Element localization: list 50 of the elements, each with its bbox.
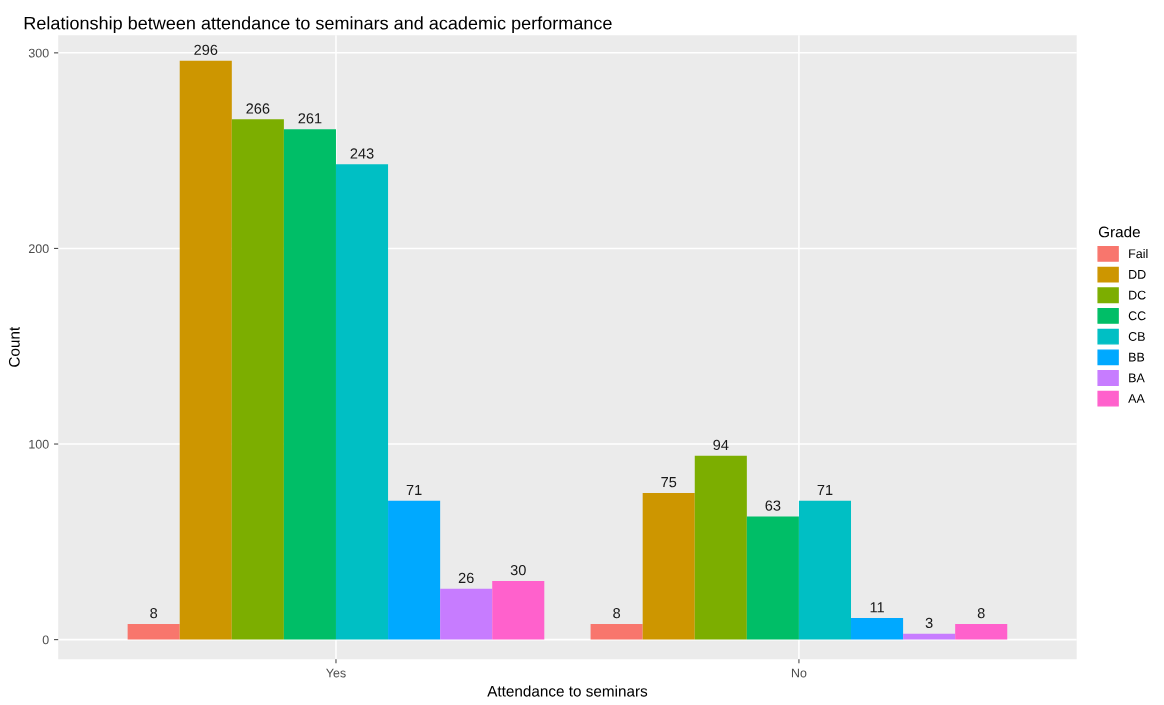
legend-label: AA xyxy=(1128,394,1145,403)
bar xyxy=(851,618,904,640)
bar xyxy=(903,633,956,640)
data-label: 71 xyxy=(406,484,422,495)
x-axis-title: Attendance to seminars xyxy=(487,685,648,697)
bar xyxy=(231,119,284,640)
bar xyxy=(746,516,799,640)
data-label: 63 xyxy=(765,500,781,511)
legend-label: BB xyxy=(1129,352,1145,362)
data-label: 30 xyxy=(510,564,526,576)
data-label: 296 xyxy=(194,44,218,56)
bar xyxy=(388,500,441,640)
bar xyxy=(179,60,232,640)
bar xyxy=(642,492,695,640)
y-tick-label: 200 xyxy=(28,244,49,254)
data-label: 94 xyxy=(713,439,729,451)
data-label: 8 xyxy=(613,607,621,619)
data-label: 26 xyxy=(458,572,474,584)
bar xyxy=(283,129,336,640)
chart-title: Relationship between attendance to seminars and academic performance xyxy=(24,16,612,34)
bar xyxy=(127,623,180,640)
data-label: 71 xyxy=(817,484,833,495)
y-tick-label: 0 xyxy=(42,635,49,645)
legend-title: Grade xyxy=(1098,226,1140,238)
bar xyxy=(798,500,852,640)
x-tick-label: Yes xyxy=(326,668,346,678)
y-tick-label: 100 xyxy=(29,439,49,449)
bar xyxy=(590,623,643,640)
legend-label: CC xyxy=(1128,311,1146,321)
data-label: 75 xyxy=(661,477,677,488)
bar xyxy=(694,455,747,640)
data-label: 261 xyxy=(298,113,322,124)
legend-label: BA xyxy=(1129,373,1145,383)
y-axis-title: Count xyxy=(8,326,20,367)
y-tick-label: 300 xyxy=(28,48,49,58)
legend-label: CB xyxy=(1128,332,1145,341)
legend-label: Fail xyxy=(1129,248,1148,259)
bar xyxy=(492,580,545,640)
data-label: 266 xyxy=(246,103,270,114)
bar xyxy=(440,588,493,640)
x-tick-label: No xyxy=(791,668,807,678)
data-label: 243 xyxy=(350,148,374,159)
data-label: 8 xyxy=(977,607,985,619)
legend-label: DD xyxy=(1129,270,1146,279)
bar xyxy=(955,623,1008,640)
data-label: 11 xyxy=(870,602,884,613)
data-label: 8 xyxy=(150,607,158,619)
bar xyxy=(335,164,389,640)
legend-label: DC xyxy=(1129,290,1146,300)
data-label: 3 xyxy=(925,617,933,629)
